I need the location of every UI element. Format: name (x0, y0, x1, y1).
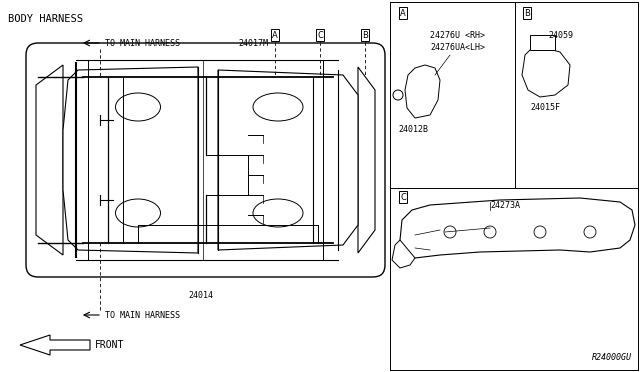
Polygon shape (63, 67, 198, 253)
Text: A: A (272, 31, 278, 39)
Text: 24014: 24014 (188, 291, 213, 299)
Polygon shape (36, 65, 63, 255)
FancyBboxPatch shape (26, 43, 385, 277)
Text: 24017M: 24017M (238, 38, 268, 48)
FancyBboxPatch shape (530, 35, 555, 50)
Text: C: C (317, 31, 323, 39)
Text: 24015F: 24015F (530, 103, 560, 112)
Text: BODY HARNESS: BODY HARNESS (8, 14, 83, 24)
Polygon shape (392, 240, 415, 268)
Text: 24276U <RH>: 24276U <RH> (430, 31, 485, 39)
Text: 24012B: 24012B (398, 125, 428, 135)
Text: 24059: 24059 (548, 31, 573, 39)
Text: 24276UA<LH>: 24276UA<LH> (430, 44, 485, 52)
Polygon shape (400, 198, 635, 258)
Ellipse shape (115, 93, 161, 121)
Polygon shape (218, 70, 358, 250)
Text: B: B (524, 9, 530, 17)
Text: C: C (400, 192, 406, 202)
Ellipse shape (253, 199, 303, 227)
Ellipse shape (115, 199, 161, 227)
Text: 24273A: 24273A (490, 201, 520, 209)
Polygon shape (20, 335, 90, 355)
Text: FRONT: FRONT (95, 340, 124, 350)
Text: A: A (400, 9, 406, 17)
Polygon shape (405, 65, 440, 118)
Text: R24000GU: R24000GU (592, 353, 632, 362)
Text: TO MAIN HARNESS: TO MAIN HARNESS (105, 38, 180, 48)
Polygon shape (358, 67, 375, 253)
Text: TO MAIN HARNESS: TO MAIN HARNESS (105, 311, 180, 320)
Text: B: B (362, 31, 368, 39)
Polygon shape (522, 48, 570, 97)
Ellipse shape (253, 93, 303, 121)
